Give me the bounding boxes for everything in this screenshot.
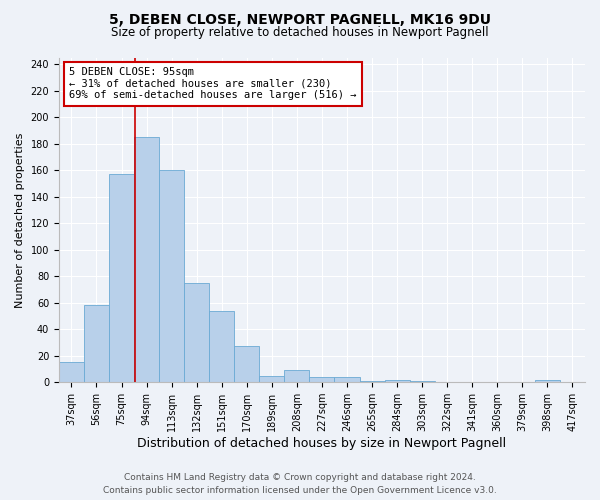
Bar xyxy=(109,174,134,382)
Bar xyxy=(284,370,310,382)
Y-axis label: Number of detached properties: Number of detached properties xyxy=(15,132,25,308)
Bar xyxy=(410,381,434,382)
X-axis label: Distribution of detached houses by size in Newport Pagnell: Distribution of detached houses by size … xyxy=(137,437,506,450)
Bar xyxy=(334,377,359,382)
Text: Contains HM Land Registry data © Crown copyright and database right 2024.
Contai: Contains HM Land Registry data © Crown c… xyxy=(103,473,497,495)
Bar xyxy=(159,170,184,382)
Text: Size of property relative to detached houses in Newport Pagnell: Size of property relative to detached ho… xyxy=(111,26,489,39)
Bar xyxy=(134,137,159,382)
Text: 5, DEBEN CLOSE, NEWPORT PAGNELL, MK16 9DU: 5, DEBEN CLOSE, NEWPORT PAGNELL, MK16 9D… xyxy=(109,12,491,26)
Bar xyxy=(59,362,84,382)
Bar xyxy=(535,380,560,382)
Bar xyxy=(184,283,209,382)
Bar xyxy=(259,376,284,382)
Bar xyxy=(385,380,410,382)
Bar xyxy=(310,377,334,382)
Bar xyxy=(209,310,234,382)
Bar xyxy=(234,346,259,382)
Bar xyxy=(84,306,109,382)
Text: 5 DEBEN CLOSE: 95sqm
← 31% of detached houses are smaller (230)
69% of semi-deta: 5 DEBEN CLOSE: 95sqm ← 31% of detached h… xyxy=(70,67,357,100)
Bar xyxy=(359,381,385,382)
